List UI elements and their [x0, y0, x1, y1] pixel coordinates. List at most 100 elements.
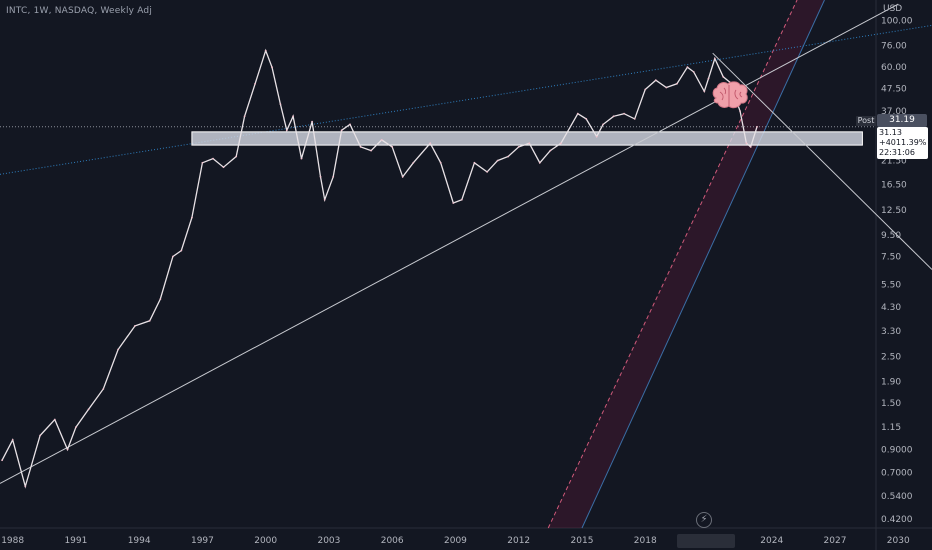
x-tick-label: 2015 [571, 536, 594, 546]
price-point [87, 408, 90, 411]
price-info-box: 31.13 +4011.39% 22:31:06 [877, 127, 928, 159]
price-point [538, 161, 541, 164]
last-price-tag: 31.19 [877, 114, 927, 127]
price-point [739, 110, 741, 113]
ascending-trendline [0, 3, 899, 484]
price-point [692, 71, 695, 73]
x-tick-label: 1991 [64, 536, 87, 546]
price-point [117, 348, 119, 351]
price-point [703, 90, 706, 93]
x-tick-label: 1997 [191, 536, 214, 546]
channel-lower-line [581, 0, 825, 529]
price-point [75, 426, 77, 429]
y-tick-label: 0.5400 [881, 492, 913, 502]
price-point [11, 439, 14, 441]
y-tick-label: 100.00 [881, 17, 913, 27]
price-point [235, 155, 238, 158]
price-point [401, 175, 404, 178]
y-tick-label: 0.4200 [881, 515, 913, 525]
y-tick-label: 0.9000 [881, 446, 913, 456]
x-tick-label: 2024 [760, 536, 783, 546]
price-point [285, 129, 288, 132]
price-point [311, 120, 313, 123]
y-tick-label: 2.50 [881, 353, 901, 363]
x-tick-label: 1988 [1, 536, 24, 546]
price-point [686, 66, 689, 69]
price-point [595, 135, 598, 138]
y-tick-label: 1.90 [881, 377, 901, 387]
price-point [134, 325, 136, 327]
price-point [159, 298, 162, 300]
price-point [370, 149, 372, 152]
price-point [745, 142, 748, 145]
date-range-tag [677, 534, 735, 548]
x-tick-label: 2030 [887, 536, 910, 546]
price-point [264, 49, 267, 52]
y-tick-label: 16.50 [881, 181, 907, 191]
y-tick-label: 1.15 [881, 423, 901, 433]
price-point [271, 66, 273, 69]
price-point [644, 88, 647, 91]
currency-label[interactable]: USD [883, 4, 903, 14]
y-tick-label: 12.50 [881, 206, 907, 216]
price-point [602, 123, 604, 126]
price-point [53, 418, 56, 421]
price-point [517, 146, 520, 148]
price-point [722, 75, 725, 78]
price-point [332, 175, 335, 178]
price-point [279, 103, 282, 105]
price-point [39, 434, 41, 437]
info-price: 31.13 [879, 128, 902, 137]
price-point [349, 123, 351, 126]
price-point [654, 79, 657, 82]
y-tick-label: 9.50 [881, 231, 901, 241]
price-point [528, 142, 531, 145]
price-point [560, 142, 562, 145]
support-zone [191, 131, 863, 146]
y-tick-label: 60.00 [881, 63, 907, 73]
y-tick-label: 21.50 [881, 157, 907, 167]
x-tick-label: 2000 [254, 536, 277, 546]
info-change: +4011.39% [879, 138, 927, 147]
price-point [473, 161, 476, 164]
price-point [180, 249, 183, 252]
price-point [292, 115, 294, 118]
x-tick-label: 2003 [317, 536, 340, 546]
price-point [707, 77, 710, 80]
price-point [148, 319, 151, 322]
price-point [380, 139, 383, 141]
price-point [212, 157, 214, 160]
y-tick-label: 4.30 [881, 303, 901, 313]
price-point [191, 216, 193, 219]
price-point [585, 118, 588, 120]
y-tick-label: 0.7000 [881, 468, 913, 478]
channel-upper-line [547, 0, 798, 529]
descending-trendline [712, 52, 932, 270]
price-point [254, 82, 256, 85]
bolt-icon[interactable]: ⚡ [696, 512, 712, 528]
price-point [201, 161, 204, 164]
brain-icon [712, 81, 748, 109]
price-point [676, 82, 678, 85]
y-tick-label: 76.00 [881, 42, 907, 52]
price-point [102, 388, 105, 390]
y-tick-label: 37.00 [881, 107, 907, 117]
symbol-title[interactable]: INTC, 1W, NASDAQ, Weekly Adj [6, 6, 153, 16]
x-tick-label: 2009 [444, 536, 467, 546]
price-point [391, 146, 394, 148]
price-point [172, 255, 174, 258]
x-tick-label: 2018 [634, 536, 657, 546]
price-point [243, 115, 246, 118]
x-tick-label: 2006 [381, 536, 404, 546]
price-point [439, 161, 442, 164]
price-point [412, 161, 415, 164]
dotted-trendline [0, 24, 932, 175]
price-point [429, 142, 432, 145]
price-point [319, 175, 322, 178]
price-point [1, 459, 3, 462]
price-series-line [1, 48, 758, 489]
price-point [359, 146, 362, 148]
